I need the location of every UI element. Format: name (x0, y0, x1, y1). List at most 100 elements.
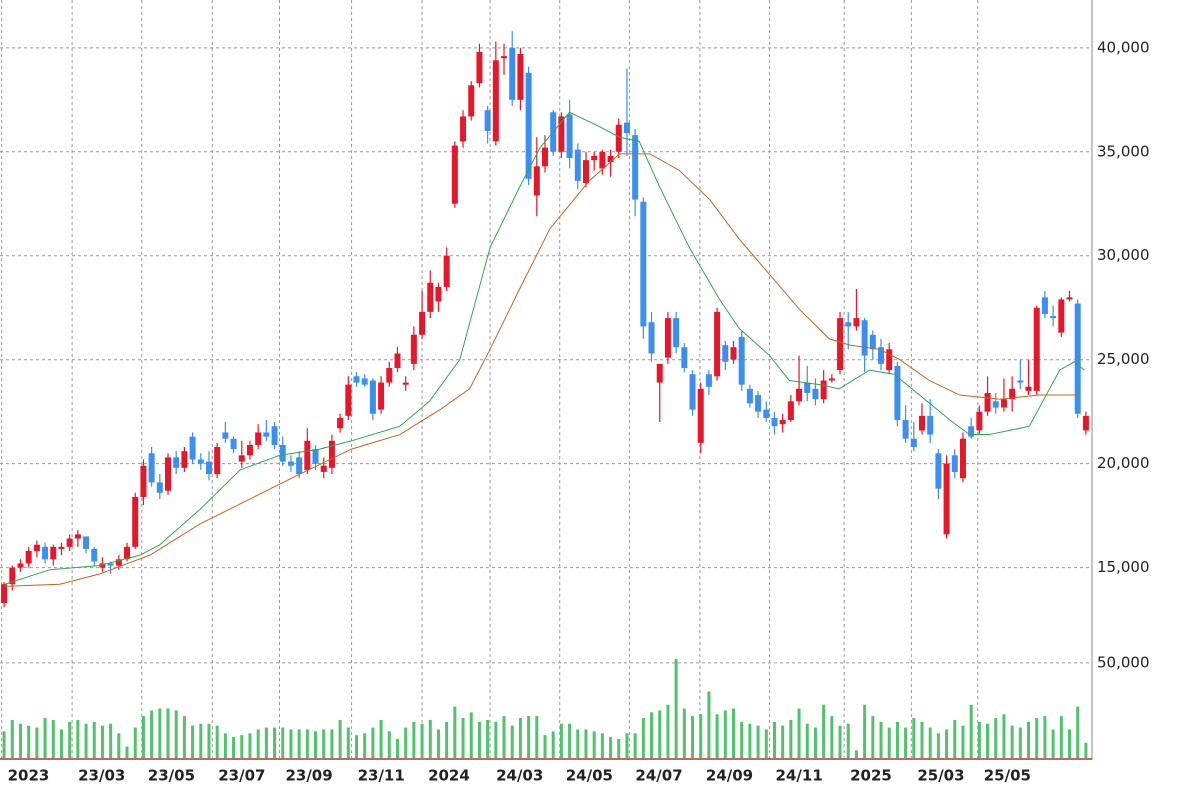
volume-bar (363, 733, 367, 758)
candle-body (222, 432, 229, 439)
candle-body (124, 546, 131, 560)
x-tick-label: 23/07 (218, 767, 265, 785)
candle-body (492, 60, 499, 142)
volume-bar (395, 738, 399, 758)
volume-bar (543, 735, 547, 758)
candle-body (615, 124, 622, 152)
volume-bar (674, 659, 678, 758)
y-tick-label: 40,000 (1097, 38, 1150, 56)
volume-bar (699, 714, 703, 758)
volume-bar (518, 718, 522, 758)
candle-body (378, 382, 385, 410)
x-tick-label: 23/09 (285, 767, 332, 785)
candle-body (484, 110, 491, 131)
candle-body (99, 563, 106, 568)
candle-body (755, 395, 762, 412)
volume-bar (84, 723, 88, 758)
candle-body (533, 166, 540, 196)
candle-body (837, 318, 844, 371)
candle-body (681, 347, 688, 369)
volume-bar (592, 731, 596, 758)
candle-body (66, 538, 73, 547)
volume-bar (920, 721, 924, 758)
volume-bar (854, 750, 858, 758)
candle-body (607, 155, 614, 163)
candle-body (255, 432, 262, 445)
volume-bar (141, 716, 145, 758)
volume-bar (756, 725, 760, 758)
volume-bar (346, 727, 350, 758)
volume-bar (199, 723, 203, 758)
volume-bar (1027, 721, 1031, 758)
x-tick-label: 23/03 (78, 767, 125, 785)
candle-body (1082, 415, 1089, 431)
candle-body (869, 334, 876, 350)
volume-bar (1002, 714, 1006, 758)
volume-bar (330, 729, 334, 758)
candle-body (312, 449, 319, 464)
candle-body (476, 51, 483, 84)
volume-bar (936, 733, 940, 758)
volume-bar (863, 704, 867, 758)
candle-body (296, 457, 303, 475)
candle-body (214, 447, 221, 475)
candle-body (320, 465, 327, 472)
candle-body (705, 374, 712, 387)
volume-bar (35, 727, 39, 758)
volume-bar (305, 729, 309, 758)
candle-body (107, 563, 114, 566)
candle-body (599, 151, 606, 169)
volume-bar (191, 725, 195, 758)
volume-bar (338, 719, 342, 758)
volume-bar (92, 721, 96, 758)
candle-body (623, 122, 630, 134)
volume-bar (166, 708, 170, 758)
volume-bar (264, 727, 268, 758)
volume-bar (18, 723, 22, 758)
volume-bar (830, 716, 834, 758)
candle-body (1, 584, 8, 603)
candle-body (525, 72, 532, 179)
volume-bar (805, 723, 809, 758)
candle-body (181, 451, 188, 468)
volume-bar (256, 729, 260, 758)
volume-bar (994, 718, 998, 758)
volume-bar (559, 723, 563, 758)
y-tick-label: 15,000 (1097, 558, 1150, 576)
candle-body (542, 147, 548, 167)
volume-bar (551, 731, 555, 758)
volume-bar (420, 723, 424, 758)
volume-bar (527, 716, 531, 758)
volume-bar (945, 729, 949, 758)
volume-bar (813, 727, 817, 758)
x-tick-label: 24/05 (566, 767, 613, 785)
candle-body (812, 388, 819, 400)
candle-body (443, 255, 450, 287)
volume-bar (584, 729, 588, 758)
candle-body (943, 463, 950, 535)
candle-body (451, 145, 458, 204)
candle-body (353, 376, 360, 383)
candle-body (714, 311, 721, 377)
candle-body (386, 368, 393, 383)
candle-body (558, 116, 565, 152)
volume-bar (912, 718, 916, 758)
candle-body (582, 160, 589, 183)
candle-body (394, 353, 401, 369)
candle-body (165, 457, 172, 491)
candle-body (722, 345, 729, 362)
candle-body (435, 286, 442, 302)
volume-bar (182, 716, 186, 758)
candle-body (9, 567, 16, 585)
volume-bar (723, 710, 727, 758)
volume-bar (617, 738, 621, 758)
candle-body (17, 563, 24, 568)
candle-body (1017, 380, 1024, 383)
candle-body (1074, 303, 1081, 414)
candle-body (115, 559, 122, 566)
x-tick-label: 2024 (428, 767, 470, 785)
candle-body (664, 318, 671, 358)
x-tick-label: 2025 (850, 767, 892, 785)
volume-bar (772, 721, 776, 758)
